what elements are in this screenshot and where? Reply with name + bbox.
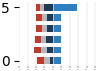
Bar bbox=[53, 4, 76, 11]
Bar bbox=[44, 57, 50, 64]
Bar bbox=[53, 14, 61, 21]
Bar bbox=[53, 36, 61, 43]
Bar bbox=[37, 57, 44, 64]
Bar bbox=[44, 4, 53, 11]
Bar bbox=[41, 47, 47, 53]
Bar bbox=[47, 14, 53, 21]
Bar bbox=[47, 25, 53, 32]
Bar bbox=[53, 57, 60, 64]
Bar bbox=[42, 14, 47, 21]
Bar bbox=[42, 25, 47, 32]
Bar bbox=[50, 57, 53, 64]
Bar bbox=[36, 25, 42, 32]
Bar bbox=[36, 4, 40, 11]
Bar bbox=[36, 14, 42, 21]
Bar bbox=[47, 47, 53, 53]
Bar bbox=[53, 47, 60, 53]
Bar bbox=[40, 4, 44, 11]
Bar bbox=[35, 36, 41, 43]
Bar bbox=[41, 36, 46, 43]
Bar bbox=[46, 36, 53, 43]
Bar bbox=[53, 25, 61, 32]
Bar bbox=[34, 47, 41, 53]
